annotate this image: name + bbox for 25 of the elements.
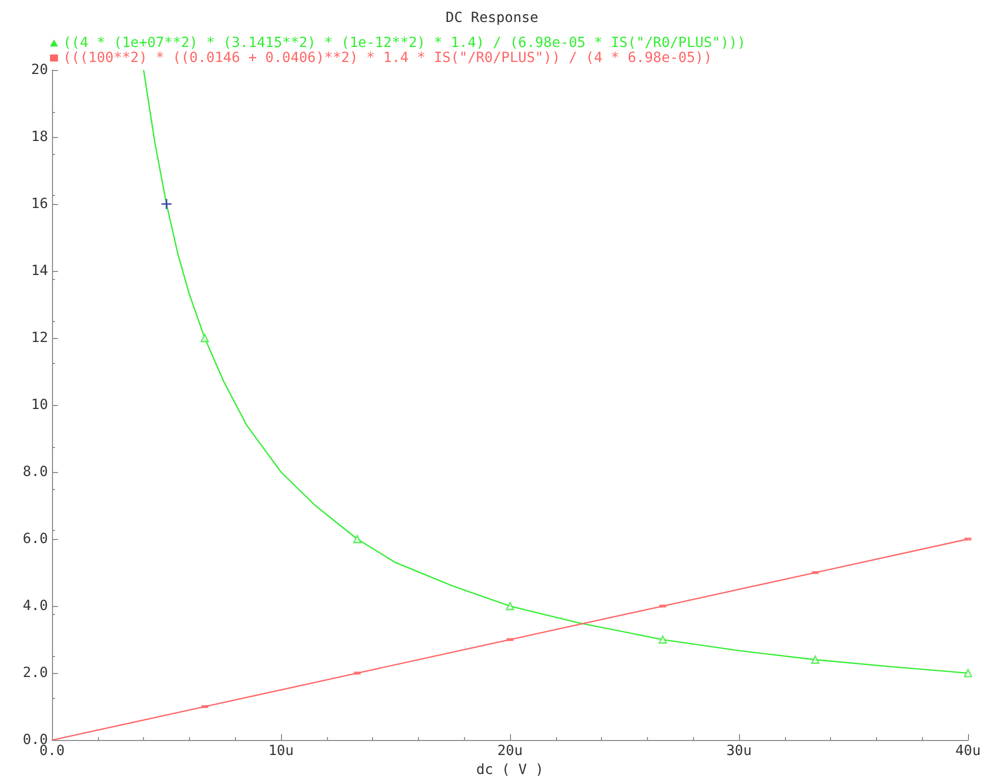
x-tick-label: 10u: [268, 743, 294, 760]
legend-label: (((100**2) * ((0.0146 + 0.0406)**2) * 1.4 * IS("/R0/PLUS")) / (4 * 6.98e-05)): [63, 50, 712, 66]
x-axis-title: dc ( V ): [476, 762, 544, 778]
legend-label: ((4 * (1e+07**2) * (3.1415**2) * (1e-12**2) * 1.4) / (6.98e-05 * IS("/R0/PLUS"))): [63, 35, 746, 51]
x-tick-label: 30u: [726, 743, 752, 760]
y-tick-label: 14: [31, 263, 48, 280]
y-tick-label: 4.0: [22, 598, 48, 614]
point: [353, 534, 362, 544]
y-tick-label: 2.0: [22, 665, 48, 682]
chart-title: DC Response: [446, 10, 538, 26]
point: [200, 334, 209, 342]
x-tick-label: 40u: [955, 743, 981, 760]
point: [964, 668, 972, 678]
x-tick-label: 20u: [497, 743, 523, 760]
y-tick-label: 12: [31, 330, 48, 346]
y-tick-label: 18: [31, 129, 48, 146]
y-tick-label: 10: [31, 397, 48, 414]
point: [506, 602, 514, 610]
y-tick-label: 20: [31, 62, 48, 78]
point: [811, 656, 820, 664]
point: [162, 199, 172, 210]
point: [658, 635, 667, 644]
y-tick-label: 16: [31, 196, 48, 212]
y-tick-label: 6.0: [22, 531, 48, 548]
y-tick-label: 8.0: [22, 464, 48, 480]
